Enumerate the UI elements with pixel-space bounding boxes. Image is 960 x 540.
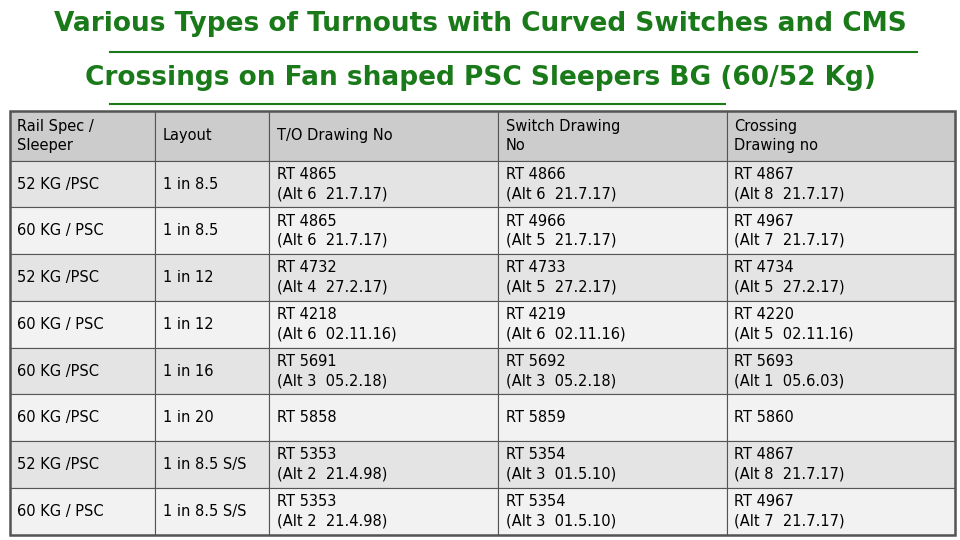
- Text: RT 4219
(Alt 6  02.11.16): RT 4219 (Alt 6 02.11.16): [506, 307, 625, 341]
- Text: Crossing
Drawing no: Crossing Drawing no: [734, 119, 818, 153]
- Text: 1 in 20: 1 in 20: [162, 410, 213, 426]
- Text: RT 5859: RT 5859: [506, 410, 565, 426]
- Text: RT 5353
(Alt 2  21.4.98): RT 5353 (Alt 2 21.4.98): [276, 448, 387, 482]
- Text: RT 4865
(Alt 6  21.7.17): RT 4865 (Alt 6 21.7.17): [276, 214, 388, 248]
- Bar: [10, 488, 156, 535]
- Text: RT 5692
(Alt 3  05.2.18): RT 5692 (Alt 3 05.2.18): [506, 354, 615, 388]
- Bar: [156, 207, 270, 254]
- Bar: [727, 488, 955, 535]
- Text: RT 5693
(Alt 1  05.6.03): RT 5693 (Alt 1 05.6.03): [734, 354, 845, 388]
- Bar: [498, 394, 727, 441]
- Bar: [270, 394, 498, 441]
- Text: RT 5860: RT 5860: [734, 410, 794, 426]
- Bar: [156, 441, 270, 488]
- Bar: [727, 207, 955, 254]
- Text: Layout: Layout: [162, 128, 212, 143]
- Bar: [270, 161, 498, 207]
- Text: 1 in 12: 1 in 12: [162, 317, 213, 332]
- Bar: [10, 254, 156, 301]
- Bar: [727, 254, 955, 301]
- Text: RT 4218
(Alt 6  02.11.16): RT 4218 (Alt 6 02.11.16): [276, 307, 396, 341]
- Text: RT 5354
(Alt 3  01.5.10): RT 5354 (Alt 3 01.5.10): [506, 448, 615, 482]
- Text: 1 in 8.5: 1 in 8.5: [162, 177, 218, 192]
- Text: RT 5354
(Alt 3  01.5.10): RT 5354 (Alt 3 01.5.10): [506, 494, 615, 528]
- Text: RT 5691
(Alt 3  05.2.18): RT 5691 (Alt 3 05.2.18): [276, 354, 387, 388]
- Text: 60 KG / PSC: 60 KG / PSC: [17, 317, 104, 332]
- Bar: [727, 161, 955, 207]
- Text: 1 in 16: 1 in 16: [162, 363, 213, 379]
- Bar: [156, 254, 270, 301]
- Text: RT 4220
(Alt 5  02.11.16): RT 4220 (Alt 5 02.11.16): [734, 307, 853, 341]
- Bar: [10, 161, 156, 207]
- Text: RT 4734
(Alt 5  27.2.17): RT 4734 (Alt 5 27.2.17): [734, 260, 845, 295]
- Bar: [156, 161, 270, 207]
- Text: RT 5858: RT 5858: [276, 410, 337, 426]
- Bar: [156, 301, 270, 348]
- Bar: [727, 441, 955, 488]
- Bar: [270, 111, 498, 161]
- Bar: [727, 301, 955, 348]
- Bar: [498, 488, 727, 535]
- Bar: [156, 111, 270, 161]
- Text: Various Types of Turnouts with Curved Switches and CMS: Various Types of Turnouts with Curved Sw…: [54, 11, 906, 37]
- Bar: [156, 394, 270, 441]
- Bar: [10, 348, 156, 394]
- Bar: [270, 441, 498, 488]
- Bar: [727, 394, 955, 441]
- Bar: [10, 301, 156, 348]
- Bar: [270, 488, 498, 535]
- Text: T/O Drawing No: T/O Drawing No: [276, 128, 393, 143]
- Bar: [498, 254, 727, 301]
- Bar: [270, 254, 498, 301]
- Text: 52 KG /PSC: 52 KG /PSC: [17, 177, 99, 192]
- Text: RT 4865
(Alt 6  21.7.17): RT 4865 (Alt 6 21.7.17): [276, 167, 388, 201]
- Text: 1 in 8.5 S/S: 1 in 8.5 S/S: [162, 457, 246, 472]
- Bar: [270, 348, 498, 394]
- Text: 60 KG /PSC: 60 KG /PSC: [17, 410, 99, 426]
- Bar: [10, 111, 156, 161]
- Bar: [270, 301, 498, 348]
- Text: RT 4967
(Alt 7  21.7.17): RT 4967 (Alt 7 21.7.17): [734, 494, 845, 528]
- Bar: [498, 441, 727, 488]
- Text: RT 4966
(Alt 5  21.7.17): RT 4966 (Alt 5 21.7.17): [506, 214, 616, 248]
- Text: RT 5353
(Alt 2  21.4.98): RT 5353 (Alt 2 21.4.98): [276, 494, 387, 528]
- Text: 60 KG /PSC: 60 KG /PSC: [17, 363, 99, 379]
- Bar: [727, 348, 955, 394]
- Text: 52 KG /PSC: 52 KG /PSC: [17, 457, 99, 472]
- Bar: [498, 111, 727, 161]
- Text: RT 4733
(Alt 5  27.2.17): RT 4733 (Alt 5 27.2.17): [506, 260, 616, 295]
- Text: 1 in 12: 1 in 12: [162, 270, 213, 285]
- Bar: [10, 207, 156, 254]
- Text: 52 KG /PSC: 52 KG /PSC: [17, 270, 99, 285]
- Text: Crossings on Fan shaped PSC Sleepers BG (60/52 Kg): Crossings on Fan shaped PSC Sleepers BG …: [84, 65, 876, 91]
- Text: 60 KG / PSC: 60 KG / PSC: [17, 224, 104, 238]
- Text: RT 4732
(Alt 4  27.2.17): RT 4732 (Alt 4 27.2.17): [276, 260, 388, 295]
- Bar: [270, 207, 498, 254]
- Text: Switch Drawing
No: Switch Drawing No: [506, 119, 620, 153]
- Bar: [498, 301, 727, 348]
- Bar: [10, 441, 156, 488]
- Text: 1 in 8.5 S/S: 1 in 8.5 S/S: [162, 504, 246, 519]
- Text: 60 KG / PSC: 60 KG / PSC: [17, 504, 104, 519]
- Bar: [156, 348, 270, 394]
- Text: 1 in 8.5: 1 in 8.5: [162, 224, 218, 238]
- Bar: [498, 161, 727, 207]
- Text: Rail Spec /
Sleeper: Rail Spec / Sleeper: [17, 119, 94, 153]
- Text: RT 4867
(Alt 8  21.7.17): RT 4867 (Alt 8 21.7.17): [734, 448, 845, 482]
- Bar: [498, 348, 727, 394]
- Text: RT 4866
(Alt 6  21.7.17): RT 4866 (Alt 6 21.7.17): [506, 167, 616, 201]
- Text: RT 4967
(Alt 7  21.7.17): RT 4967 (Alt 7 21.7.17): [734, 214, 845, 248]
- Bar: [727, 111, 955, 161]
- Bar: [10, 394, 156, 441]
- Bar: [498, 207, 727, 254]
- Bar: [156, 488, 270, 535]
- Text: RT 4867
(Alt 8  21.7.17): RT 4867 (Alt 8 21.7.17): [734, 167, 845, 201]
